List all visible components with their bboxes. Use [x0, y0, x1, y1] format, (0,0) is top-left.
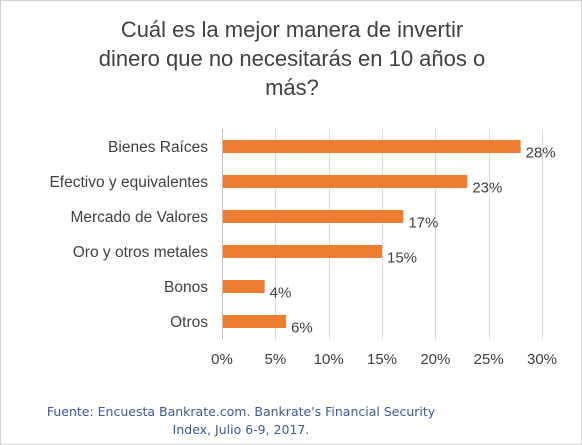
x-tick-label: 0% — [211, 351, 233, 368]
category-label: Bonos — [164, 279, 208, 296]
x-tick-label: 10% — [314, 351, 344, 368]
bar — [222, 210, 404, 223]
source-note: Fuente: Encuesta Bankrate.com. Bankrate'… — [21, 403, 461, 439]
bar — [222, 245, 382, 258]
x-tick-label: 20% — [420, 351, 450, 368]
x-tick-label: 25% — [474, 351, 504, 368]
source-line: Fuente: Encuesta Bankrate.com. Bankrate'… — [46, 404, 436, 419]
chart-title-line: dinero que no necesitarás en 10 años o — [98, 46, 486, 71]
bar — [222, 280, 265, 293]
data-label: 17% — [408, 215, 438, 232]
category-label: Efectivo y equivalentes — [49, 174, 208, 191]
x-tick-label: 15% — [367, 351, 397, 368]
category-label: Bienes Raíces — [108, 139, 208, 156]
bar — [222, 175, 468, 188]
data-label: 4% — [270, 285, 292, 302]
data-label: 23% — [472, 180, 502, 197]
category-label: Mercado de Valores — [70, 209, 208, 226]
bar — [222, 140, 521, 153]
category-label: Otros — [170, 314, 208, 331]
bar — [222, 315, 286, 328]
category-label: Oro y otros metales — [73, 244, 208, 261]
x-tick-label: 30% — [527, 351, 557, 368]
data-label: 15% — [387, 250, 417, 267]
source-line: Index, Julio 6-9, 2017. — [172, 422, 310, 437]
chart-title: Cuál es la mejor manera de invertir dine… — [31, 15, 553, 102]
chart-title-line: Cuál es la mejor manera de invertir — [120, 17, 464, 42]
data-label: 28% — [526, 145, 556, 162]
data-label: 6% — [291, 320, 313, 337]
chart-title-line: más? — [265, 75, 319, 100]
x-tick-label: 5% — [264, 351, 286, 368]
